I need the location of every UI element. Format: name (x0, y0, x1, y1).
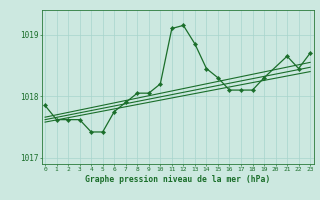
X-axis label: Graphe pression niveau de la mer (hPa): Graphe pression niveau de la mer (hPa) (85, 175, 270, 184)
